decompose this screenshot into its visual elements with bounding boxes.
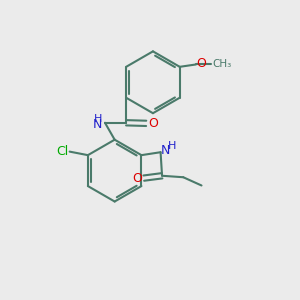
Text: H: H (94, 114, 103, 124)
Text: O: O (148, 117, 158, 130)
Text: N: N (93, 118, 103, 131)
Text: Cl: Cl (56, 145, 68, 158)
Text: N: N (161, 144, 170, 157)
Text: O: O (132, 172, 142, 184)
Text: O: O (196, 57, 206, 70)
Text: CH₃: CH₃ (212, 59, 232, 70)
Text: H: H (168, 141, 176, 151)
